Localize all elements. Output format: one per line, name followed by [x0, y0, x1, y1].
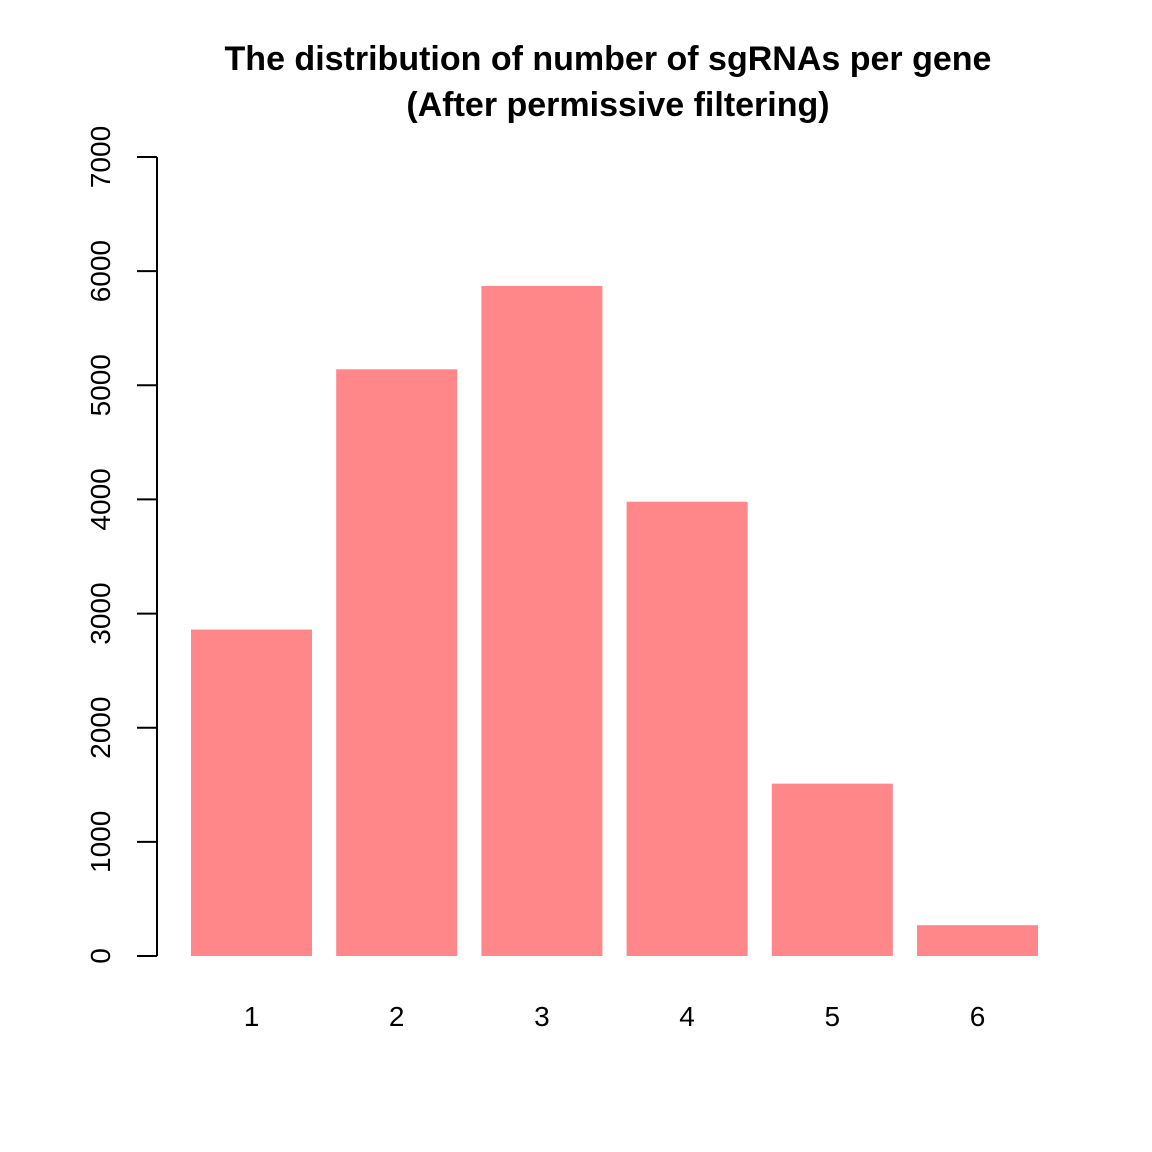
y-tick-label: 1000	[85, 811, 116, 873]
x-tick-label: 2	[389, 1001, 405, 1032]
x-tick-label: 1	[244, 1001, 260, 1032]
bar-2	[336, 369, 458, 956]
bar-4	[626, 501, 748, 956]
bar-6	[917, 925, 1038, 956]
bars-group	[191, 285, 1038, 956]
y-tick-label: 2000	[85, 697, 116, 759]
y-axis: 0 1000 2000 3000 4000 5000 6000 7000	[85, 126, 158, 964]
y-tick-label: 3000	[85, 582, 116, 644]
y-tick-label: 6000	[85, 240, 116, 302]
y-tick-label: 7000	[85, 126, 116, 188]
bar-1	[191, 629, 312, 956]
x-tick-label: 4	[679, 1001, 695, 1032]
x-tick-label: 5	[825, 1001, 841, 1032]
chart-title-line-1: The distribution of number of sgRNAs per…	[225, 40, 992, 78]
bar-3	[481, 285, 603, 956]
y-tick-label: 0	[85, 948, 116, 964]
y-tick-label: 5000	[85, 354, 116, 416]
x-tick-label: 6	[970, 1001, 986, 1032]
bar-5	[771, 783, 893, 956]
x-tick-label: 3	[534, 1001, 550, 1032]
x-axis-labels: 1 2 3 4 5 6	[244, 1001, 986, 1032]
chart-title-line-2: (After permissive filtering)	[406, 86, 829, 124]
y-tick-label: 4000	[85, 468, 116, 530]
